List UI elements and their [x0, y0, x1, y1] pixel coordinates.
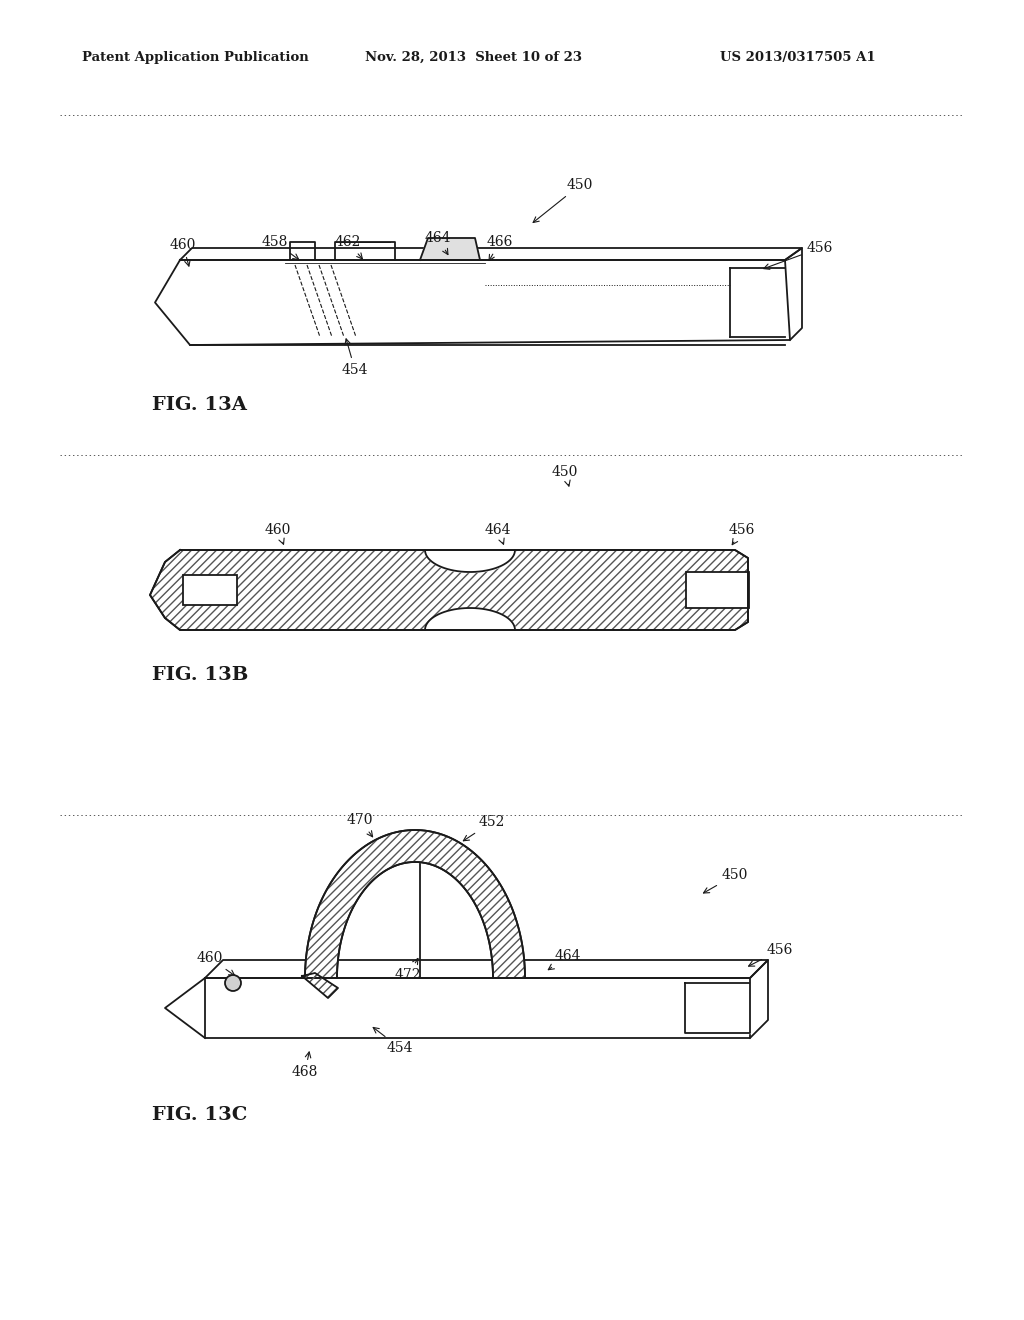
Text: 466: 466 — [486, 235, 513, 260]
Polygon shape — [150, 550, 748, 630]
Text: 462: 462 — [335, 235, 362, 259]
Text: 454: 454 — [342, 339, 369, 378]
Text: 452: 452 — [463, 814, 505, 841]
Text: 454: 454 — [373, 1027, 414, 1055]
Polygon shape — [183, 576, 237, 605]
Circle shape — [225, 975, 241, 991]
Text: 464: 464 — [484, 523, 511, 544]
Text: US 2013/0317505 A1: US 2013/0317505 A1 — [720, 50, 876, 63]
Text: 470: 470 — [347, 813, 374, 837]
Text: 456: 456 — [749, 942, 794, 966]
Text: FIG. 13B: FIG. 13B — [152, 667, 249, 684]
Text: 460: 460 — [170, 238, 197, 267]
Text: 456: 456 — [729, 523, 755, 545]
Polygon shape — [685, 983, 750, 1034]
Text: 460: 460 — [197, 950, 234, 975]
Text: 468: 468 — [292, 1052, 318, 1078]
Text: FIG. 13A: FIG. 13A — [152, 396, 247, 414]
Polygon shape — [420, 238, 480, 260]
Polygon shape — [205, 978, 750, 1038]
Polygon shape — [305, 830, 525, 978]
Polygon shape — [155, 260, 790, 345]
Text: 460: 460 — [265, 523, 291, 544]
Text: 464: 464 — [425, 231, 452, 255]
Text: 450: 450 — [552, 465, 579, 486]
Text: 464: 464 — [548, 949, 582, 970]
Polygon shape — [686, 572, 749, 609]
Text: Patent Application Publication: Patent Application Publication — [82, 50, 309, 63]
Text: 450: 450 — [703, 869, 749, 894]
Text: Nov. 28, 2013  Sheet 10 of 23: Nov. 28, 2013 Sheet 10 of 23 — [365, 50, 582, 63]
Text: 458: 458 — [262, 235, 299, 260]
Text: 450: 450 — [534, 178, 593, 223]
Text: FIG. 13C: FIG. 13C — [152, 1106, 248, 1125]
Text: 456: 456 — [764, 242, 834, 269]
Text: 472: 472 — [394, 958, 421, 982]
